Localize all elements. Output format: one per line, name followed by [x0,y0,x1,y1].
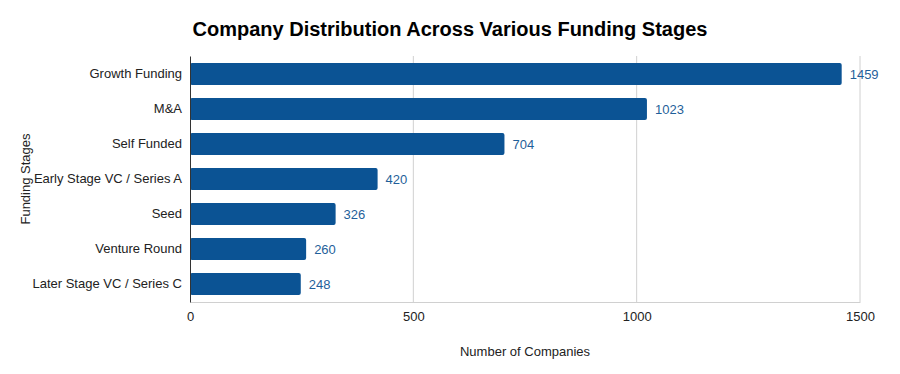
bar [190,168,378,190]
tick-label: 0 [187,309,194,324]
bar [190,273,301,295]
data-labels: 1459 1023 704 420 326 260 248 [309,67,879,292]
category-axis: Growth Funding M&A Self Funded Early Stage … [32,57,190,303]
tick: Self Funded [112,136,190,151]
data-label: 248 [309,277,331,292]
plot: 1459 1023 704 420 326 260 248 0 500 1000 1500 Growt… [32,56,878,324]
bar [190,63,842,85]
tick: 1000 [623,302,652,324]
grid [413,56,860,302]
tick-label: Later Stage VC / Series C [32,276,182,291]
data-label: 704 [512,137,534,152]
tick-label: Venture Round [95,241,182,256]
tick: Early Stage VC / Series A [34,171,190,186]
bar [190,98,647,120]
tick-label: Self Funded [112,136,182,151]
tick-label: Early Stage VC / Series A [34,171,182,186]
data-label: 420 [386,172,408,187]
x-axis-title: Number of Companies [460,344,591,359]
grid-line [860,56,861,302]
data-label: 1459 [850,67,879,82]
tick-label: 1500 [846,309,875,324]
grid-line [636,56,637,302]
tick: Seed [152,206,190,221]
data-label: 260 [314,242,336,257]
bar [190,203,336,225]
tick: 1500 [846,302,875,324]
title: Company Distribution Across Various Fund… [193,18,708,40]
tick-label: 1000 [623,309,652,324]
chart: 1459 1023 704 420 326 260 248 0 500 1000 1500 Growt… [0,0,900,374]
data-label: 326 [344,207,366,222]
tick-label: 500 [403,309,425,324]
grid-line [413,56,414,302]
value-axis: 0 500 1000 1500 [187,302,875,324]
data-label: 1023 [655,102,684,117]
bar [190,238,306,260]
axis-line [190,57,191,303]
tick: Later Stage VC / Series C [32,276,190,291]
bars [190,63,842,295]
bar [190,133,504,155]
tick-label: Growth Funding [90,66,183,81]
tick: M&A [154,101,190,116]
axis-line [191,302,861,303]
tick: 0 [187,302,194,324]
tick-label: Seed [152,206,182,221]
tick-label: M&A [154,101,183,116]
tick: Venture Round [95,241,190,256]
y-axis-title: Funding Stages [18,133,33,225]
tick: 500 [403,302,425,324]
tick: Growth Funding [90,66,191,81]
